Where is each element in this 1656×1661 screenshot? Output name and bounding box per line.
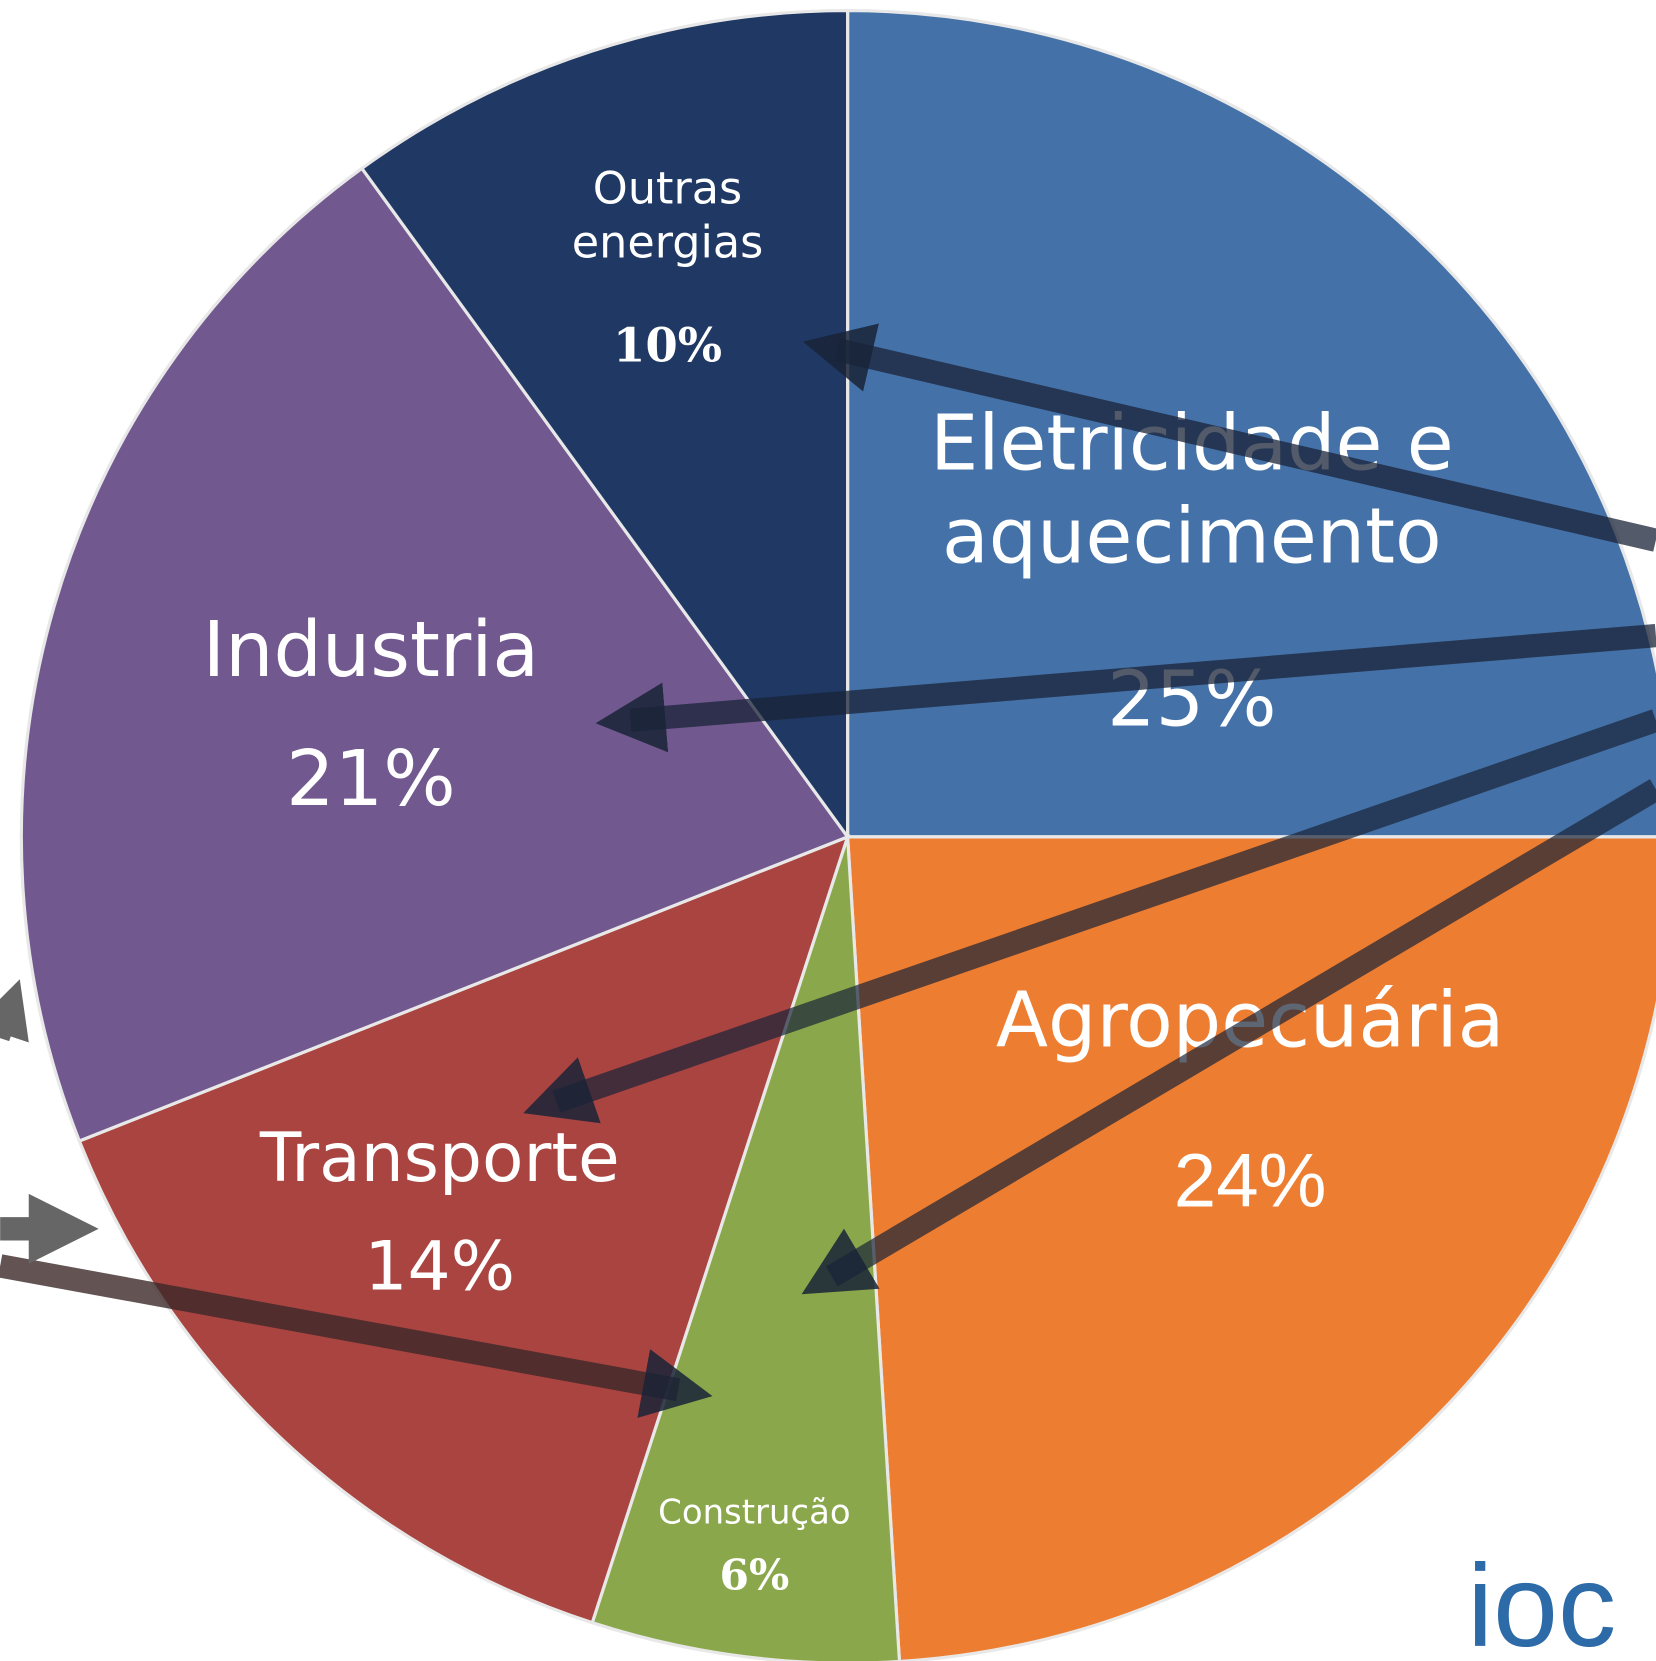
value-label: 6% — [720, 1549, 790, 1599]
value-label: 21% — [286, 734, 456, 823]
slice-label-box: Outras energias — [571, 162, 764, 269]
slice-label: Industria — [202, 604, 540, 694]
pie-slice — [359, 9, 850, 842]
arrows — [0, 323, 1656, 1418]
value-label: 14% — [364, 1227, 515, 1306]
pie-slice — [590, 836, 902, 1661]
value-label: 10% — [613, 318, 722, 373]
arrow — [595, 623, 1656, 753]
pie-slice — [77, 834, 851, 1625]
arrow — [523, 709, 1656, 1124]
slice-label: Outras energias — [571, 162, 764, 269]
slice-label-box: Transporte — [259, 1119, 620, 1199]
logo: ioc — [1467, 1541, 1616, 1661]
pie-slice — [845, 835, 1656, 1661]
pie-slice — [846, 9, 1656, 839]
slice-label-box: Industria — [202, 604, 540, 694]
arrow — [801, 779, 1656, 1295]
arrow — [802, 323, 1656, 552]
slice-label: Transporte — [259, 1119, 620, 1199]
pie — [19, 9, 1656, 1661]
value-label: 24% — [1174, 1139, 1327, 1224]
arrow — [0, 1254, 713, 1418]
arrow — [0, 979, 29, 1043]
slice-label: Construção — [658, 1491, 851, 1532]
slice-label-box: Construção — [658, 1491, 851, 1532]
pie-slice — [19, 166, 851, 1144]
